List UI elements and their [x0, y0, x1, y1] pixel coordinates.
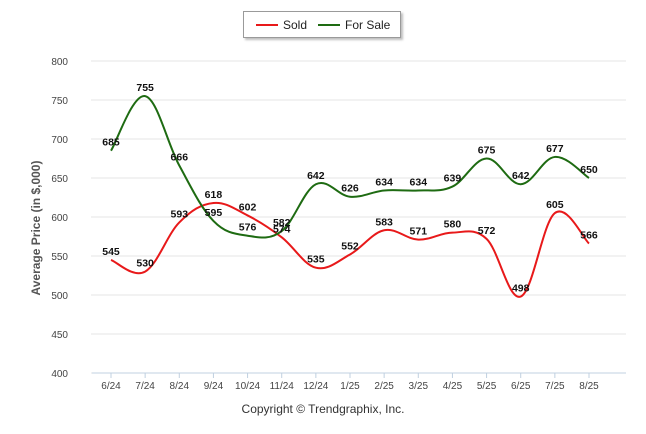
data-label-for-sale: 595 [205, 207, 223, 219]
x-tick-label: 7/25 [545, 381, 565, 392]
x-tick-label: 12/24 [303, 381, 328, 392]
x-tick-label: 9/24 [204, 381, 224, 392]
data-label-for-sale: 639 [444, 173, 462, 185]
data-label-for-sale: 650 [580, 164, 598, 176]
x-tick-label: 8/24 [170, 381, 190, 392]
y-tick-label: 700 [51, 135, 68, 146]
legend-swatch-for-sale [318, 24, 340, 26]
series-lines [110, 95, 590, 298]
legend-label-sold: Sold [283, 18, 308, 32]
data-label-for-sale: 685 [102, 137, 120, 149]
data-labels: 545 530 593 618 602 574 535 552 583 571 580 572 498 6… [102, 82, 598, 294]
data-label-for-sale: 666 [171, 152, 189, 164]
x-tick-label: 8/25 [579, 381, 599, 392]
legend-item-for-sale[interactable]: For Sale [318, 17, 390, 33]
y-axis: 400 450 500 550 600 650 700 750 800 [51, 57, 68, 380]
series-line-for-sale [110, 95, 590, 239]
data-label-for-sale: 642 [307, 170, 325, 182]
data-label-sold: 498 [512, 283, 530, 295]
grid-lines [91, 60, 626, 374]
data-label-sold: 605 [546, 199, 564, 211]
data-label-for-sale: 675 [478, 145, 496, 157]
y-tick-label: 400 [51, 369, 68, 380]
data-label-sold: 580 [444, 219, 462, 231]
y-tick-label: 800 [51, 57, 68, 68]
y-tick-label: 750 [51, 96, 68, 107]
data-label-for-sale: 634 [410, 176, 428, 188]
x-axis: 6/24 7/24 8/24 9/24 10/24 11/24 12/24 1/25 2/25 3… [92, 372, 626, 392]
data-label-for-sale: 677 [546, 143, 564, 155]
y-tick-label: 600 [51, 213, 68, 224]
y-axis-title: Average Price (in $,000) [29, 160, 43, 296]
data-label-for-sale: 576 [239, 222, 257, 234]
copyright-credit: Copyright © Trendgraphix, Inc. [241, 402, 405, 416]
data-label-sold: 571 [410, 226, 428, 238]
data-label-sold: 530 [136, 258, 154, 270]
y-tick-label: 450 [51, 330, 68, 341]
x-tick-label: 1/25 [340, 381, 360, 392]
data-label-for-sale: 626 [341, 183, 359, 195]
legend-item-sold[interactable]: Sold [256, 17, 307, 33]
data-label-sold: 593 [171, 208, 189, 220]
y-tick-label: 650 [51, 174, 68, 185]
y-tick-label: 550 [51, 252, 68, 263]
x-tick-label: 3/25 [409, 381, 429, 392]
data-label-for-sale: 582 [273, 217, 291, 229]
data-label-sold: 566 [580, 230, 598, 242]
x-tick-label: 7/24 [135, 381, 155, 392]
legend: Sold For Sale [243, 11, 401, 38]
x-tick-label: 4/25 [443, 381, 463, 392]
legend-label-for-sale: For Sale [345, 18, 391, 32]
data-label-sold: 545 [102, 246, 120, 258]
y-tick-label: 500 [51, 291, 68, 302]
legend-swatch-sold [256, 24, 278, 26]
data-label-for-sale: 755 [136, 82, 154, 94]
data-label-sold: 618 [205, 189, 223, 201]
data-label-sold: 583 [375, 216, 393, 228]
series-line-sold [110, 201, 590, 298]
data-label-sold: 574 [273, 223, 291, 235]
x-tick-label: 5/25 [477, 381, 497, 392]
data-label-for-sale: 642 [512, 170, 530, 182]
data-label-sold: 535 [307, 254, 325, 266]
data-label-for-sale: 634 [375, 176, 393, 188]
data-label-sold: 602 [239, 201, 257, 213]
data-label-sold: 552 [341, 240, 359, 252]
data-label-sold: 572 [478, 225, 496, 237]
x-tick-label: 6/24 [101, 381, 121, 392]
x-tick-label: 6/25 [511, 381, 531, 392]
x-tick-label: 11/24 [270, 381, 295, 392]
x-tick-label: 10/24 [235, 381, 260, 392]
x-tick-label: 2/25 [374, 381, 394, 392]
